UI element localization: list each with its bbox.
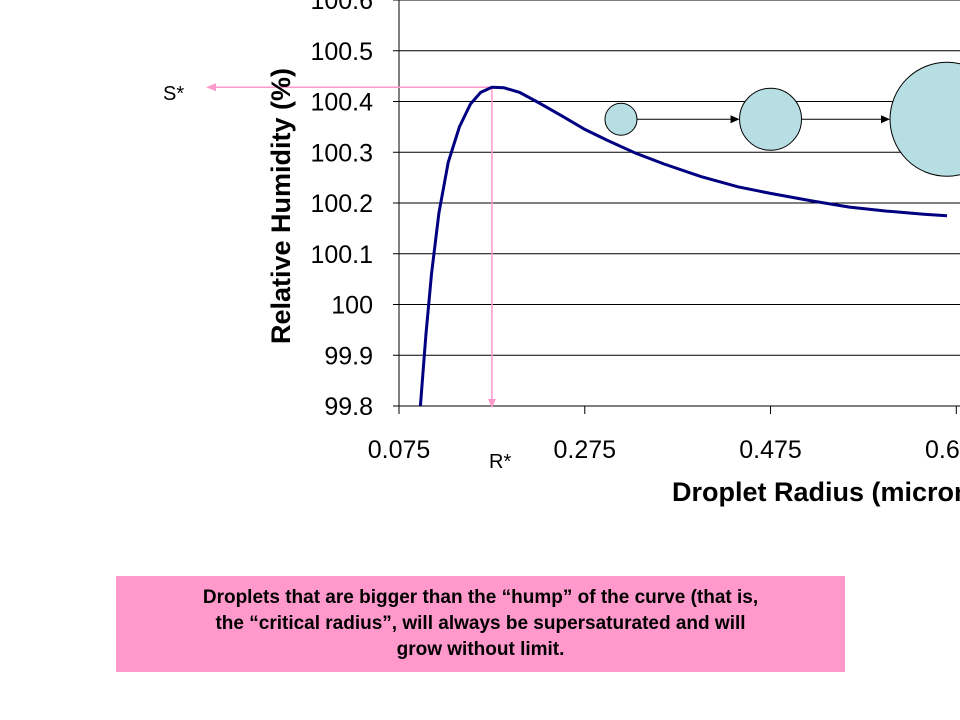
y-tick-label: 99.9 xyxy=(324,342,373,370)
critical-markers xyxy=(206,83,496,408)
x-tick-label: 0.475 xyxy=(739,436,802,464)
y-tick-label: 100 xyxy=(331,292,373,320)
growth-arrowhead xyxy=(730,115,740,124)
y-tick-label: 100.2 xyxy=(310,190,373,218)
gridlines xyxy=(393,0,960,414)
caption-box: Droplets that are bigger than the “hump”… xyxy=(116,576,845,672)
y-tick-label: 100.5 xyxy=(310,38,373,66)
droplet-illustration xyxy=(604,61,960,177)
caption-line-1: Droplets that are bigger than the “hump”… xyxy=(202,587,759,608)
droplet-circle xyxy=(604,102,638,136)
r-star-label: R* xyxy=(489,451,511,473)
x-tick-label: 0.075 xyxy=(368,436,431,464)
x-axis-title: Droplet Radius (microns) xyxy=(672,477,960,507)
y-tick-label: 100.4 xyxy=(310,89,373,117)
s-star-label: S* xyxy=(163,83,184,105)
kohler-curve-line xyxy=(418,85,948,407)
r-star-arrowhead xyxy=(487,399,496,408)
y-tick-labels: 100.6 100.5 100.4 100.3 100.2 100.1 100 99.9 99.… xyxy=(310,0,373,421)
caption-text: Droplets that are bigger than the “hump”… xyxy=(203,585,758,663)
caption-line-2: the “critical radius”, will always be su… xyxy=(215,613,746,634)
droplet-circle xyxy=(889,61,960,177)
droplet-circle xyxy=(739,87,803,151)
s-star-arrowhead xyxy=(206,83,216,92)
y-tick-label: 99.8 xyxy=(324,393,373,421)
y-axis-title: Relative Humidity (%) xyxy=(266,68,296,344)
growth-arrowhead xyxy=(881,115,891,124)
x-tick-label: 0.675 xyxy=(925,436,960,464)
y-tick-label: 100.6 xyxy=(310,0,373,15)
x-tick-labels: 0.075 0.275 0.475 0.675 xyxy=(368,436,960,464)
y-tick-label: 100.3 xyxy=(310,139,373,167)
y-tick-label: 100.1 xyxy=(310,241,373,269)
caption-line-3: grow without limit. xyxy=(396,639,565,660)
x-tick-label: 0.275 xyxy=(553,436,616,464)
